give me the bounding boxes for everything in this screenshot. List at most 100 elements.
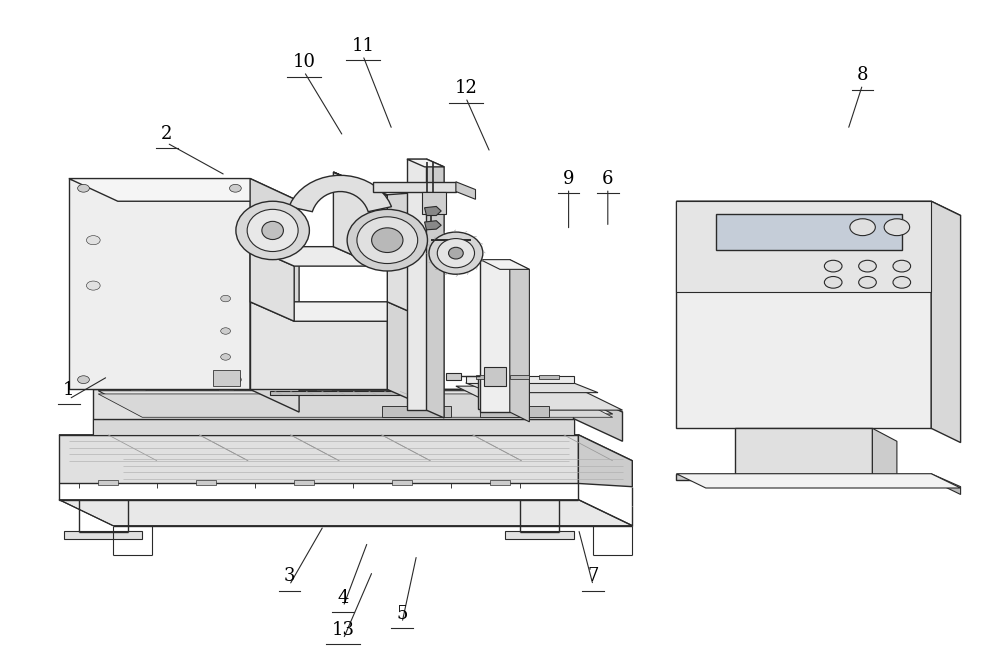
Ellipse shape [372, 228, 403, 252]
Polygon shape [539, 375, 559, 379]
Ellipse shape [247, 209, 298, 252]
Polygon shape [270, 391, 431, 395]
Polygon shape [333, 172, 431, 214]
Text: 11: 11 [351, 37, 374, 55]
Ellipse shape [347, 209, 427, 271]
Polygon shape [98, 391, 613, 414]
Polygon shape [250, 179, 299, 412]
Polygon shape [480, 406, 549, 416]
Circle shape [824, 277, 842, 288]
Polygon shape [387, 302, 431, 409]
Text: 3: 3 [284, 567, 295, 585]
Polygon shape [676, 474, 961, 488]
Polygon shape [414, 387, 430, 391]
Polygon shape [478, 377, 514, 409]
Polygon shape [735, 428, 872, 474]
Polygon shape [676, 201, 931, 428]
Polygon shape [484, 367, 506, 386]
Circle shape [230, 185, 241, 192]
Polygon shape [676, 201, 961, 216]
Polygon shape [289, 175, 392, 212]
Polygon shape [93, 389, 622, 412]
Polygon shape [392, 480, 412, 485]
Polygon shape [931, 474, 961, 495]
Polygon shape [510, 260, 529, 422]
Text: 5: 5 [396, 605, 408, 623]
Text: 6: 6 [602, 170, 614, 188]
Polygon shape [512, 387, 528, 391]
Polygon shape [456, 182, 476, 199]
Polygon shape [98, 394, 613, 417]
Text: 1: 1 [63, 381, 75, 399]
Polygon shape [426, 159, 444, 418]
Polygon shape [316, 387, 332, 391]
Polygon shape [59, 500, 632, 526]
Polygon shape [250, 302, 387, 389]
Ellipse shape [429, 232, 483, 274]
Polygon shape [676, 201, 931, 292]
Polygon shape [130, 387, 146, 391]
Polygon shape [333, 172, 378, 266]
Ellipse shape [437, 238, 475, 267]
Ellipse shape [449, 248, 463, 259]
Polygon shape [505, 531, 574, 539]
Text: 12: 12 [454, 79, 477, 97]
Polygon shape [407, 159, 426, 410]
Circle shape [859, 277, 876, 288]
Polygon shape [387, 191, 431, 266]
Polygon shape [476, 375, 495, 379]
Polygon shape [59, 435, 578, 483]
Polygon shape [514, 377, 529, 415]
Circle shape [893, 277, 911, 288]
Text: 13: 13 [332, 621, 355, 639]
Circle shape [221, 295, 230, 302]
Text: 8: 8 [857, 66, 868, 85]
Polygon shape [578, 435, 632, 487]
Text: 2: 2 [161, 125, 172, 143]
Polygon shape [69, 179, 250, 389]
Polygon shape [93, 389, 574, 418]
Polygon shape [446, 373, 461, 379]
Polygon shape [373, 182, 456, 191]
Polygon shape [466, 383, 598, 393]
Circle shape [850, 218, 875, 236]
Ellipse shape [262, 221, 283, 240]
Text: 7: 7 [587, 567, 599, 585]
Polygon shape [213, 370, 240, 386]
Polygon shape [382, 406, 451, 416]
Polygon shape [510, 375, 529, 379]
Polygon shape [294, 480, 314, 485]
Polygon shape [716, 214, 902, 250]
Polygon shape [480, 260, 510, 412]
Polygon shape [98, 480, 118, 485]
Polygon shape [425, 220, 441, 230]
Circle shape [893, 260, 911, 272]
Circle shape [78, 376, 89, 383]
Polygon shape [218, 387, 234, 391]
Polygon shape [407, 159, 444, 167]
Polygon shape [872, 428, 897, 487]
Polygon shape [387, 247, 431, 321]
Polygon shape [480, 260, 529, 269]
Circle shape [221, 354, 230, 360]
Polygon shape [250, 247, 294, 321]
Circle shape [86, 281, 100, 290]
Polygon shape [490, 480, 510, 485]
Polygon shape [425, 207, 441, 216]
Ellipse shape [236, 201, 309, 260]
Polygon shape [196, 480, 216, 485]
Polygon shape [69, 179, 299, 201]
Circle shape [78, 185, 89, 192]
Polygon shape [64, 531, 142, 539]
Polygon shape [466, 377, 574, 383]
Polygon shape [250, 247, 378, 266]
Circle shape [230, 376, 241, 383]
Circle shape [859, 260, 876, 272]
Polygon shape [422, 191, 446, 214]
Circle shape [824, 260, 842, 272]
Polygon shape [931, 201, 961, 443]
Text: 9: 9 [563, 170, 574, 188]
Polygon shape [574, 389, 622, 442]
Ellipse shape [357, 217, 418, 263]
Polygon shape [59, 435, 632, 461]
